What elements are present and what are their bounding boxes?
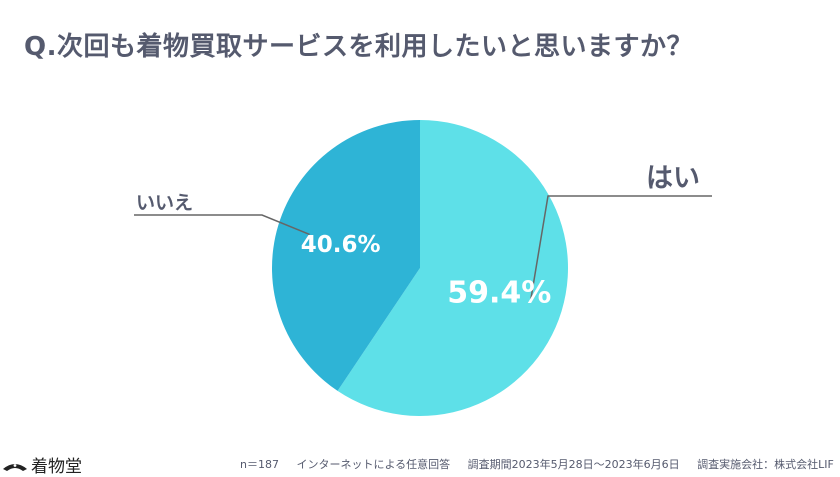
footer-period: 調査期間2023年5月28日〜2023年6月6日 bbox=[467, 458, 680, 471]
footer-company: 調査実施会社：株式会社LIF bbox=[697, 458, 834, 471]
leader-line bbox=[529, 195, 712, 302]
pie-slice-yes bbox=[337, 120, 568, 416]
footer-sample-size: n＝187 bbox=[240, 458, 279, 471]
leader-line bbox=[134, 214, 310, 236]
brand-logo: 着物堂 bbox=[2, 452, 82, 477]
brand-logo-text: 着物堂 bbox=[31, 457, 82, 477]
page-title: Q.次回も着物買取サービスを利用したいと思いますか？ bbox=[24, 32, 693, 62]
pie-slice-no bbox=[272, 120, 420, 391]
footer-method: インターネットによる任意回答 bbox=[296, 458, 451, 471]
kimono-logo-icon bbox=[3, 463, 27, 471]
slice-category-label: いいえ bbox=[136, 192, 193, 214]
survey-footer: n＝187 インターネットによる任意回答 調査期間2023年5月28日〜2023… bbox=[240, 456, 834, 472]
slice-value-label: 59.4% bbox=[447, 276, 551, 311]
slice-value-label: 40.6% bbox=[301, 232, 381, 258]
slice-category-label: はい bbox=[646, 163, 700, 194]
